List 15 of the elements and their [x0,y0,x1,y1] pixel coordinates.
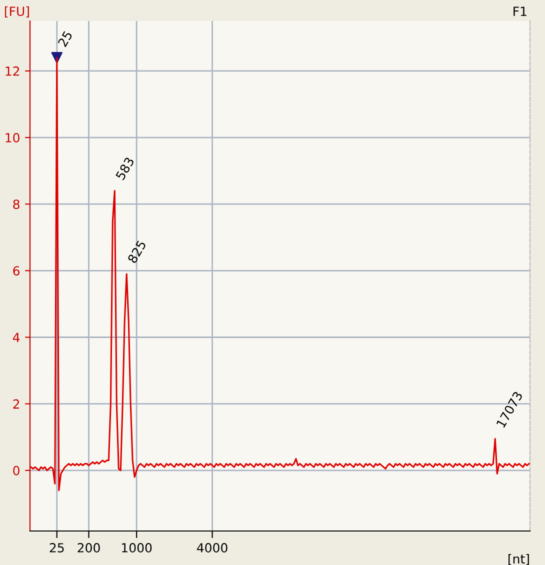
y-tick-label: 4 [12,332,20,342]
text: F1 [514,6,526,16]
y-tick-label: 12 [6,66,20,76]
y-axis-title: [FU] [4,6,29,18]
y-tick-label: 0 [13,466,20,476]
x-tick-label: 25 [50,543,64,552]
annotation: 25 [58,30,73,48]
y-tick-label: 6 [13,266,20,276]
y-tick-label: 10 [6,132,20,142]
x-tick-label: 1000 [122,543,152,552]
x-axis-title: [nt] [508,554,529,565]
x-tick-label: 200 [78,543,100,552]
x-tick-label: 4000 [196,543,228,552]
y-tick-label: 2 [13,399,20,409]
y-tick-label: 8 [13,200,20,210]
